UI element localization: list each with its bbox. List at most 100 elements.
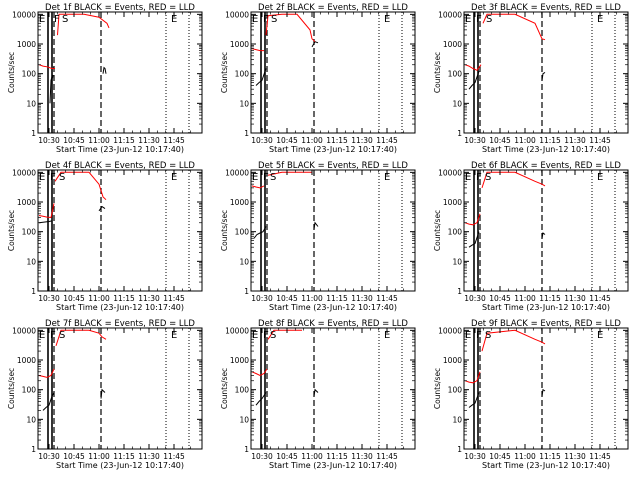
x-tick-label: 11:30 (351, 294, 373, 303)
y-tick-label: 100 (235, 228, 250, 237)
x-tick-label: 10:45 (276, 294, 298, 303)
y-tick-label: 1 (31, 287, 36, 296)
lld-rate-line (464, 371, 481, 384)
x-tick-label: 11:15 (539, 452, 561, 461)
lld-rate-line (38, 368, 55, 378)
y-axis-label: Counts/sec (7, 52, 16, 93)
phase-marker-label: F (476, 330, 482, 341)
phase-marker-label: E (384, 14, 390, 25)
plot-frame (250, 11, 416, 134)
x-tick-label: 10:30 (251, 136, 273, 145)
x-axis-label: Start Time (23-Jun-12 10:17:40) (482, 145, 610, 154)
y-tick-label: 10000 (438, 326, 462, 335)
y-tick-label: 100 (448, 386, 463, 395)
chart-title: Det 1f BLACK = Events, RED = LLD (45, 3, 195, 13)
chart-panel: Det 7f BLACK = Events, RED = LLD 1 10 100 10… (7, 319, 203, 470)
events-rate-line (468, 71, 480, 90)
plot-frame (250, 327, 416, 450)
x-tick-label: 10:45 (63, 136, 85, 145)
x-tick-label: 11:15 (539, 294, 561, 303)
x-tick-label: 11:00 (301, 294, 323, 303)
events-rate-line (102, 66, 107, 74)
lld-rate-line (464, 64, 482, 71)
y-tick-label: 1000 (230, 40, 249, 49)
events-rate-line (255, 392, 267, 406)
lld-rate-line (251, 185, 265, 189)
phase-marker-label: E (597, 330, 603, 341)
phase-marker-label: F (50, 330, 56, 341)
chart-title: Det 6f BLACK = Events, RED = LLD (471, 161, 621, 171)
phase-marker-label: S (485, 172, 491, 183)
y-tick-label: 100 (235, 386, 250, 395)
events-rate-line (541, 232, 546, 239)
x-tick-label: 10:45 (276, 452, 298, 461)
events-rate-line (311, 41, 319, 48)
y-tick-label: 10000 (225, 168, 249, 177)
phase-marker-label: E (384, 330, 390, 341)
y-tick-label: 1 (31, 445, 36, 454)
y-tick-label: 10 (452, 257, 462, 266)
y-tick-label: 100 (22, 228, 37, 237)
x-axis-label: Start Time (23-Jun-12 10:17:40) (56, 303, 184, 312)
lld-rate-line (464, 213, 481, 226)
y-tick-label: 1 (244, 445, 249, 454)
phase-marker-label: E (252, 14, 258, 25)
y-tick-label: 1 (31, 129, 36, 138)
events-rate-line (468, 392, 480, 408)
chart-panel: Det 3f BLACK = Events, RED = LLD 1 10 100 10… (433, 3, 629, 154)
x-tick-label: 11:30 (564, 136, 586, 145)
events-rate-line (100, 388, 106, 399)
x-tick-label: 11:15 (113, 294, 135, 303)
y-tick-label: 1 (244, 129, 249, 138)
phase-marker-label: E (465, 330, 471, 341)
phase-marker-label: E (39, 14, 45, 25)
lld-rate-line (482, 13, 546, 41)
x-tick-label: 11:15 (326, 452, 348, 461)
x-axis-label: Start Time (23-Jun-12 10:17:40) (56, 145, 184, 154)
phase-marker-label: E (597, 14, 603, 25)
chart-title: Det 3f BLACK = Events, RED = LLD (471, 3, 621, 13)
x-tick-label: 11:15 (113, 452, 135, 461)
phase-marker-label: E (465, 14, 471, 25)
phase-marker-label: S (59, 330, 65, 341)
events-rate-line (541, 71, 546, 81)
phase-marker-label: E (39, 330, 45, 341)
x-tick-label: 11:00 (301, 452, 323, 461)
chart-title: Det 2f BLACK = Events, RED = LLD (258, 3, 408, 13)
y-tick-label: 10000 (438, 168, 462, 177)
x-tick-label: 11:30 (564, 294, 586, 303)
y-tick-label: 100 (235, 70, 250, 79)
events-rate-line (253, 226, 267, 239)
x-tick-label: 11:15 (113, 136, 135, 145)
phase-marker-label: S (486, 14, 492, 25)
phase-marker-label: E (171, 330, 177, 341)
lld-rate-line (54, 171, 107, 201)
y-tick-label: 1000 (443, 356, 462, 365)
phase-marker-label: F (263, 330, 269, 341)
chart-panel: Det 1f BLACK = Events, RED = LLD 1 10 100 10… (7, 3, 203, 154)
plot-frame (250, 169, 416, 292)
phase-marker-label: S (270, 172, 276, 183)
y-tick-label: 100 (22, 386, 37, 395)
x-tick-label: 10:30 (464, 136, 486, 145)
y-tick-label: 10 (239, 415, 249, 424)
phase-marker-label: F (476, 172, 482, 183)
events-rate-line (49, 74, 54, 104)
phase-marker-label: E (252, 330, 258, 341)
x-tick-label: 10:30 (464, 294, 486, 303)
x-tick-label: 10:30 (38, 452, 60, 461)
lld-rate-line (251, 48, 264, 52)
x-tick-label: 11:00 (514, 136, 536, 145)
events-rate-line (255, 68, 267, 86)
events-rate-line (541, 388, 546, 397)
y-tick-label: 1000 (443, 40, 462, 49)
y-axis-label: Counts/sec (433, 210, 442, 251)
y-axis-label: Counts/sec (433, 368, 442, 409)
x-axis-label: Start Time (23-Jun-12 10:17:40) (269, 303, 397, 312)
y-tick-label: 1 (244, 287, 249, 296)
x-axis-label: Start Time (23-Jun-12 10:17:40) (269, 145, 397, 154)
y-tick-label: 1000 (17, 356, 36, 365)
x-tick-label: 10:30 (464, 452, 486, 461)
chart-title: Det 7f BLACK = Events, RED = LLD (45, 319, 195, 329)
